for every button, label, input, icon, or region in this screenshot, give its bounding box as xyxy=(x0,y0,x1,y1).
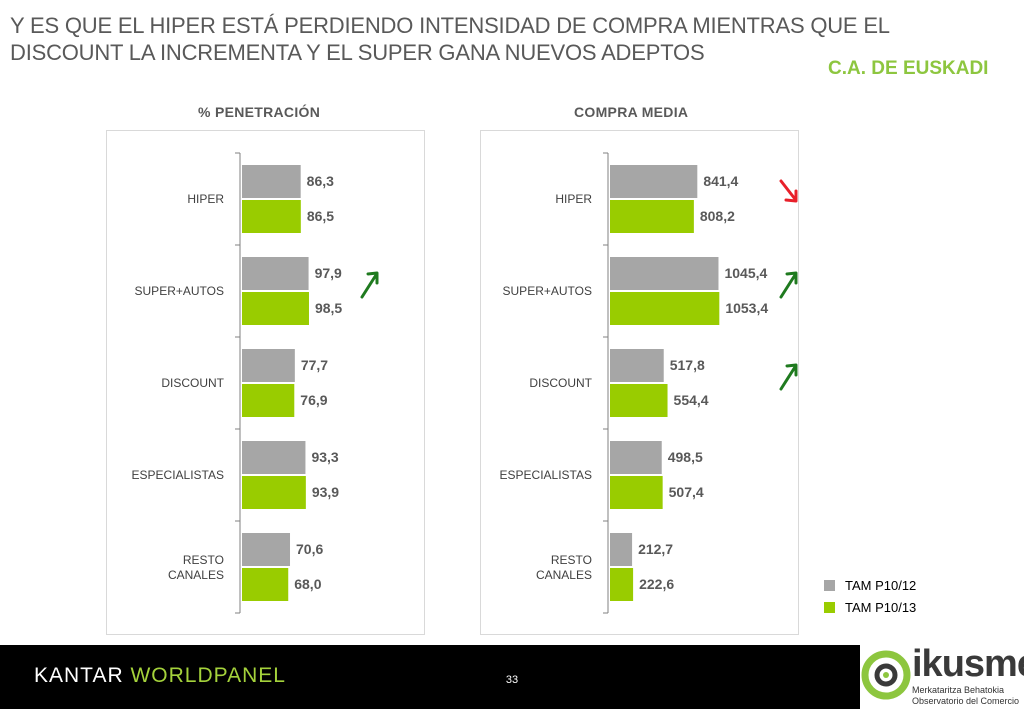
arrow-head xyxy=(785,271,798,285)
legend-label: TAM P10/13 xyxy=(845,599,917,615)
bar xyxy=(242,533,291,566)
ikusmer-logo-box xyxy=(860,645,1024,709)
category-label: HIPER xyxy=(187,192,224,206)
data-label: 86,5 xyxy=(307,208,334,224)
data-label: 1053,4 xyxy=(725,300,768,316)
data-label: 808,2 xyxy=(700,208,735,224)
bar xyxy=(242,384,295,417)
bar xyxy=(610,476,663,509)
bar xyxy=(242,257,309,290)
legend-item-series2: TAM P10/13 xyxy=(824,596,916,618)
category-label-line: HIPER xyxy=(555,192,592,206)
data-label: 517,8 xyxy=(670,357,705,373)
category-label-line: CANALES xyxy=(536,568,592,582)
arrow-head xyxy=(785,363,798,377)
arrow-shaft xyxy=(779,365,797,391)
page-number: 33 xyxy=(505,674,519,686)
penetracion-bar-chart: HIPER 86,3 86,5 SUPER+AUTOS 97,9 98,5 DISCOUNT… xyxy=(132,152,379,614)
bar xyxy=(610,384,668,417)
category-label: RESTO CANALES xyxy=(168,553,224,582)
footer-bar xyxy=(0,645,1024,709)
category-label-line: SUPER+AUTOS xyxy=(135,284,224,298)
category-label: DISCOUNT xyxy=(161,376,224,390)
data-label: 98,5 xyxy=(315,300,342,316)
chart-legend: TAM P10/12 TAM P10/13 xyxy=(824,574,916,618)
category-label-line: DISCOUNT xyxy=(161,376,224,390)
data-label: 86,3 xyxy=(307,173,334,189)
category-label: HIPER xyxy=(555,192,592,206)
chart-panel-penetracion: HIPER 86,3 86,5 SUPER+AUTOS 97,9 98,5 DISCOUNT… xyxy=(106,130,425,635)
category-label: ESPECIALISTAS xyxy=(132,468,224,482)
category-label: SUPER+AUTOS xyxy=(135,284,224,298)
legend-label: TAM P10/12 xyxy=(845,577,917,593)
bar xyxy=(242,568,289,601)
category-label-line: DISCOUNT xyxy=(529,376,592,390)
bar xyxy=(610,349,664,382)
bar xyxy=(242,165,301,198)
category-label: ESPECIALISTAS xyxy=(500,468,592,482)
data-label: 77,7 xyxy=(301,357,328,373)
data-label: 498,5 xyxy=(668,449,703,465)
bar xyxy=(610,257,719,290)
category-label: SUPER+AUTOS xyxy=(503,284,592,298)
ikusmer-logo-text: ikusmer xyxy=(912,643,1024,685)
data-label: 93,3 xyxy=(311,449,338,465)
bar xyxy=(610,165,698,198)
category-label-line: CANALES xyxy=(168,568,224,582)
chart-title-compra-media: COMPRA MEDIA xyxy=(574,104,689,120)
arrow-shaft xyxy=(779,179,797,201)
kantar-worldpanel-logo: KANTAR WORLDPANEL xyxy=(34,664,286,688)
data-label: 212,7 xyxy=(638,541,673,557)
data-label: 97,9 xyxy=(315,265,342,281)
trend-down-arrow-icon xyxy=(779,179,798,203)
data-label: 554,4 xyxy=(674,392,709,408)
data-label: 841,4 xyxy=(703,173,738,189)
chart-panel-compra-media: HIPER 841,4 808,2 SUPER+AUTOS 1045,4 1053,4 DI… xyxy=(480,130,799,635)
arrow-head xyxy=(366,271,379,285)
compra-media-bar-chart: HIPER 841,4 808,2 SUPER+AUTOS 1045,4 1053,4 DI… xyxy=(500,152,798,614)
bar xyxy=(610,568,634,601)
data-label: 222,6 xyxy=(639,576,674,592)
logo-part1: KANTAR xyxy=(34,664,131,687)
logo-part2: WORLDPANEL xyxy=(130,664,286,687)
category-label-line: HIPER xyxy=(187,192,224,206)
legend-item-series1: TAM P10/12 xyxy=(824,574,916,596)
data-label: 507,4 xyxy=(669,484,704,500)
category-label: RESTO CANALES xyxy=(536,553,592,582)
data-label: 68,0 xyxy=(294,576,321,592)
legend-swatch xyxy=(824,579,835,591)
data-label: 70,6 xyxy=(296,541,323,557)
bar xyxy=(610,200,694,233)
bar xyxy=(242,476,306,509)
category-label-line: RESTO xyxy=(183,553,224,567)
bar xyxy=(610,441,662,474)
trend-up-arrow-icon xyxy=(360,271,379,299)
bar xyxy=(242,441,306,474)
ikusmer-circle-icon xyxy=(861,650,911,700)
bar xyxy=(242,200,301,233)
legend-swatch xyxy=(824,601,835,613)
region-label: C.A. DE EUSKADI xyxy=(828,58,989,79)
arrow-shaft xyxy=(360,273,378,299)
arrow-shaft xyxy=(779,273,797,299)
data-label: 76,9 xyxy=(300,392,327,408)
bar xyxy=(242,349,295,382)
category-label-line: SUPER+AUTOS xyxy=(503,284,592,298)
category-label-line: ESPECIALISTAS xyxy=(500,468,592,482)
data-label: 93,9 xyxy=(312,484,339,500)
arrow-head xyxy=(784,189,798,203)
data-label: 1045,4 xyxy=(724,265,767,281)
slide-title: Y ES QUE EL HIPER ESTÁ PERDIENDO INTENSI… xyxy=(10,13,890,65)
ikusmer-subtitle-1: Merkataritza Behatokia xyxy=(912,685,1005,695)
category-label-line: RESTO xyxy=(551,553,592,567)
bar xyxy=(242,292,309,325)
bar xyxy=(610,533,633,566)
category-label-line: ESPECIALISTAS xyxy=(132,468,224,482)
chart-title-penetracion: % PENETRACIÓN xyxy=(198,104,321,120)
ikusmer-subtitle-2: Observatorio del Comercio xyxy=(912,696,1020,706)
category-label: DISCOUNT xyxy=(529,376,592,390)
trend-up-arrow-icon xyxy=(779,271,798,299)
trend-up-arrow-icon xyxy=(779,363,798,391)
bar xyxy=(610,292,720,325)
